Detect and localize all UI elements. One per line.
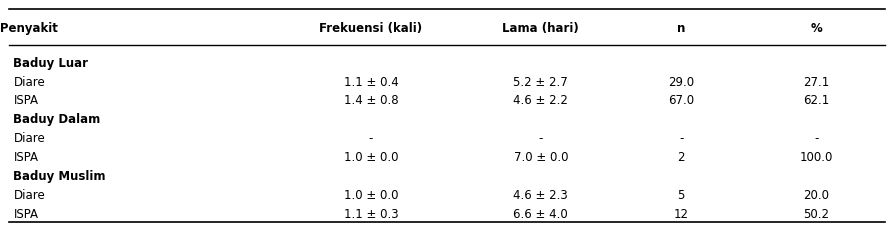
Text: -: -	[814, 132, 818, 144]
Text: Baduy Luar: Baduy Luar	[13, 57, 89, 69]
Text: 1.1 ± 0.4: 1.1 ± 0.4	[343, 75, 399, 88]
Text: Frekuensi (kali): Frekuensi (kali)	[319, 22, 423, 35]
Text: Diare: Diare	[13, 188, 46, 201]
Text: 1.4 ± 0.8: 1.4 ± 0.8	[343, 94, 399, 107]
Text: -: -	[369, 132, 373, 144]
Text: Jenis Penyakit: Jenis Penyakit	[0, 22, 59, 35]
Text: ISPA: ISPA	[13, 207, 38, 220]
Text: 1.0 ± 0.0: 1.0 ± 0.0	[344, 188, 398, 201]
Text: 12: 12	[674, 207, 688, 220]
Text: 4.6 ± 2.2: 4.6 ± 2.2	[513, 94, 569, 107]
Text: 20.0: 20.0	[803, 188, 830, 201]
Text: ISPA: ISPA	[13, 94, 38, 107]
Text: Diare: Diare	[13, 75, 46, 88]
Text: -: -	[539, 132, 543, 144]
Text: %: %	[810, 22, 822, 35]
Text: 100.0: 100.0	[799, 150, 833, 163]
Text: Baduy Dalam: Baduy Dalam	[13, 113, 101, 126]
Text: 1.0 ± 0.0: 1.0 ± 0.0	[344, 150, 398, 163]
Text: 5: 5	[678, 188, 685, 201]
Text: 29.0: 29.0	[668, 75, 695, 88]
Text: Baduy Muslim: Baduy Muslim	[13, 169, 105, 182]
Text: 6.6 ± 4.0: 6.6 ± 4.0	[513, 207, 569, 220]
Text: 50.2: 50.2	[803, 207, 830, 220]
Text: n: n	[677, 22, 686, 35]
Text: 4.6 ± 2.3: 4.6 ± 2.3	[513, 188, 569, 201]
Text: 7.0 ± 0.0: 7.0 ± 0.0	[514, 150, 568, 163]
Text: 2: 2	[678, 150, 685, 163]
Text: 27.1: 27.1	[803, 75, 830, 88]
Text: 1.1 ± 0.3: 1.1 ± 0.3	[343, 207, 399, 220]
Text: 62.1: 62.1	[803, 94, 830, 107]
Text: ISPA: ISPA	[13, 150, 38, 163]
Text: Lama (hari): Lama (hari)	[502, 22, 579, 35]
Text: 67.0: 67.0	[668, 94, 695, 107]
Text: -: -	[679, 132, 683, 144]
Text: Diare: Diare	[13, 132, 46, 144]
Text: 5.2 ± 2.7: 5.2 ± 2.7	[513, 75, 569, 88]
